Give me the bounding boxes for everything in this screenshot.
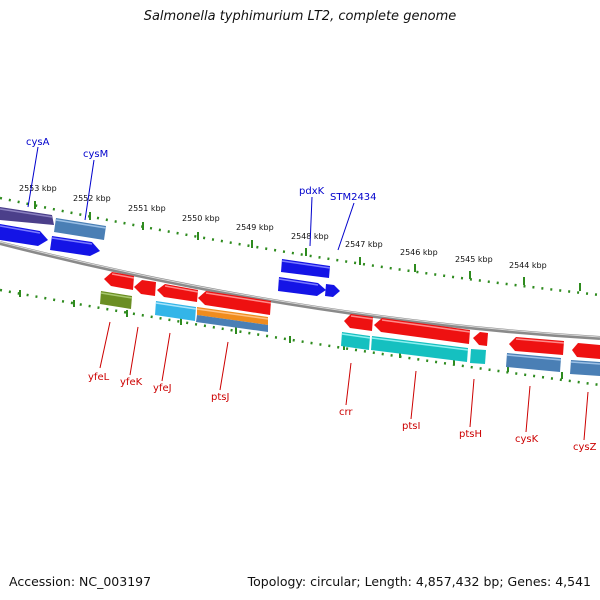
gene-label: cysA: [26, 137, 50, 148]
gene-label: yfeK: [120, 377, 143, 388]
gene-ptsH[interactable]: [473, 332, 488, 346]
gene-label: cysK: [515, 434, 539, 445]
cog-bar-cysK: [506, 353, 561, 372]
scale-label: 2551 kbp: [128, 204, 166, 213]
gene-label: yfeJ: [153, 383, 172, 394]
gene-yfeJ[interactable]: [157, 284, 198, 302]
genome-summary-text: Topology: circular; Length: 4,857,432 bp…: [247, 574, 591, 589]
scale-label: 2545 kbp: [455, 255, 493, 264]
forward-gene-labels: cysA cysM pdxK STM2434: [26, 137, 377, 203]
scale-ring-bottom: [0, 288, 600, 387]
accession-text: Accession: NC_003197: [9, 574, 152, 589]
scale-label: 2544 kbp: [509, 261, 547, 270]
scale-ring-top: [0, 196, 600, 297]
gene-pdxK[interactable]: [278, 277, 326, 296]
gene-label: yfeL: [88, 372, 110, 383]
cog-bar-ptsJ-steel: [196, 315, 268, 332]
gene-ptsJ[interactable]: [198, 291, 271, 315]
gene-cysM-outer[interactable]: [54, 218, 106, 240]
gene-label: ptsI: [402, 421, 420, 432]
gene-STM2434[interactable]: [325, 284, 340, 297]
gene-ptsI[interactable]: [374, 318, 470, 344]
gene-cysA[interactable]: [0, 224, 48, 246]
gene-label: ptsJ: [211, 392, 229, 403]
reverse-gene-labels: yfeL yfeK yfeJ ptsJ crr ptsI ptsH cysK c…: [88, 372, 597, 453]
reverse-genes: [104, 272, 600, 359]
cog-bars: [100, 291, 600, 376]
scale-ticks-top: [34, 201, 581, 291]
scale-label: 2552 kbp: [73, 194, 111, 203]
gene-label: cysM: [83, 149, 108, 160]
gene-label: pdxK: [299, 186, 325, 197]
scale-label: 2548 kbp: [291, 232, 329, 241]
forward-leaders: [27, 146, 355, 251]
forward-genes: [0, 207, 340, 297]
scale-labels: 2553 kbp 2552 kbp 2551 kbp 2550 kbp 2549…: [19, 184, 547, 270]
scale-label: 2553 kbp: [19, 184, 57, 193]
gene-label: STM2434: [330, 192, 377, 203]
map-title: Salmonella typhimurium LT2, complete gen…: [143, 9, 457, 24]
gene-yfeK[interactable]: [134, 280, 156, 296]
scale-label: 2547 kbp: [345, 240, 383, 249]
scale-label: 2550 kbp: [182, 214, 220, 223]
cog-bar-ptsI: [371, 336, 468, 362]
cog-bar-yfeL: [100, 291, 132, 309]
gene-cysZ[interactable]: [572, 343, 600, 359]
gene-cysM[interactable]: [50, 236, 100, 256]
gene-label: crr: [339, 407, 353, 418]
scale-label: 2546 kbp: [400, 248, 438, 257]
cog-bar-ptsH: [470, 349, 486, 364]
gene-label: cysZ: [573, 442, 597, 453]
cog-bar-yfeJ: [155, 301, 196, 321]
genome-backbone: [0, 241, 600, 340]
reverse-leaders: [99, 321, 589, 441]
gene-label: ptsH: [459, 429, 482, 440]
scale-label: 2549 kbp: [236, 223, 274, 232]
gene-pdxK-top[interactable]: [281, 259, 330, 278]
genome-backbone-highlight: [0, 241, 600, 338]
